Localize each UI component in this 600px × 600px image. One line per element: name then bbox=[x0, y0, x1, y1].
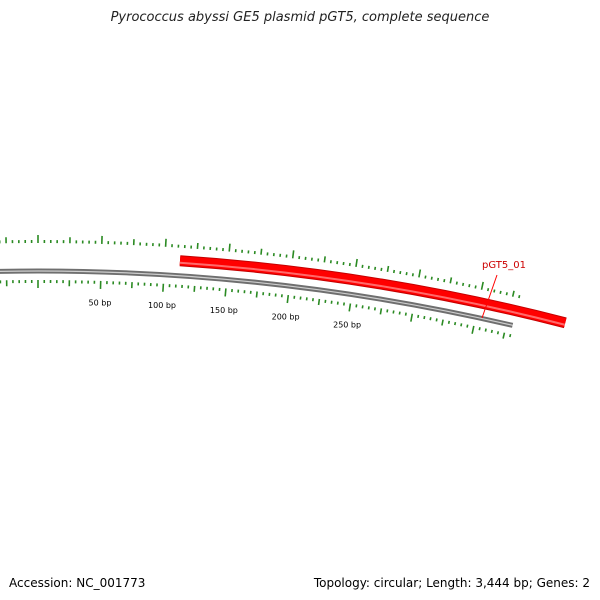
sequence-backbone bbox=[0, 268, 514, 328]
inner-tick-marks bbox=[0, 280, 512, 339]
bp-label: 200 bp bbox=[272, 312, 300, 321]
inner-tick bbox=[255, 291, 258, 298]
inner-tick bbox=[429, 317, 432, 321]
outer-tick bbox=[418, 269, 422, 278]
outer-tick bbox=[392, 269, 396, 274]
outer-tick bbox=[291, 250, 295, 259]
bp-label: 50 bp bbox=[89, 298, 112, 307]
inner-tick bbox=[286, 294, 290, 304]
gene-arc-highlight bbox=[179, 261, 566, 326]
inner-tick bbox=[478, 327, 481, 331]
gene-leader-line bbox=[481, 274, 498, 319]
outer-tick bbox=[499, 290, 502, 295]
outer-tick bbox=[399, 270, 402, 275]
outer-tick bbox=[386, 265, 390, 273]
outer-tick bbox=[355, 258, 358, 268]
inner-tick bbox=[435, 318, 438, 322]
inner-tick bbox=[471, 325, 475, 334]
inner-tick bbox=[404, 312, 407, 316]
outer-tick bbox=[505, 292, 508, 296]
map-title: Pyrococcus abyssi GE5 plasmid pGT5, comp… bbox=[110, 10, 490, 25]
outer-tick bbox=[228, 243, 231, 252]
inner-tick bbox=[398, 311, 401, 315]
gene-features: pGT5_01 bbox=[179, 255, 567, 329]
outer-tick bbox=[480, 281, 484, 290]
outer-tick bbox=[424, 275, 427, 279]
inner-tick bbox=[392, 310, 395, 314]
inner-tick bbox=[417, 314, 420, 319]
outer-tick bbox=[474, 285, 477, 289]
bp-scale-labels: 50 bp 100 bp 150 bp 200 bp 250 bp bbox=[89, 298, 362, 329]
inner-tick bbox=[317, 298, 321, 306]
inner-tick bbox=[441, 319, 444, 326]
inner-tick bbox=[454, 321, 457, 326]
outer-tick bbox=[260, 248, 263, 255]
gene-arc bbox=[179, 256, 567, 328]
outer-tick-marks bbox=[0, 235, 521, 299]
inner-tick bbox=[490, 329, 493, 334]
inner-tick bbox=[502, 332, 506, 339]
bp-label: 100 bp bbox=[148, 301, 176, 310]
bp-label: 150 bp bbox=[210, 306, 238, 315]
inner-tick bbox=[348, 303, 352, 312]
inner-tick bbox=[466, 324, 469, 328]
outer-tick bbox=[493, 289, 496, 293]
outer-tick bbox=[468, 284, 471, 288]
outer-tick bbox=[323, 256, 326, 263]
inner-tick bbox=[410, 313, 414, 322]
topology-summary: Topology: circular; Length: 3,444 bp; Ge… bbox=[313, 576, 590, 590]
inner-tick bbox=[423, 315, 426, 320]
outer-tick bbox=[518, 294, 521, 299]
backbone-inner-line bbox=[0, 270, 513, 326]
inner-tick bbox=[379, 308, 383, 315]
inner-tick bbox=[484, 328, 487, 332]
outer-tick bbox=[511, 290, 515, 297]
accession-label: Accession: NC_001773 bbox=[9, 576, 146, 590]
outer-tick bbox=[405, 272, 408, 276]
inner-tick bbox=[224, 288, 227, 297]
outer-tick bbox=[486, 287, 490, 292]
inner-tick bbox=[386, 309, 389, 313]
inner-tick bbox=[496, 331, 500, 335]
inner-tick bbox=[447, 320, 451, 324]
outer-tick bbox=[449, 277, 453, 284]
outer-tick bbox=[443, 279, 446, 283]
inner-tick bbox=[509, 333, 512, 338]
gene-label: pGT5_01 bbox=[482, 260, 526, 271]
bp-label: 250 bp bbox=[333, 321, 361, 330]
outer-tick bbox=[430, 276, 433, 280]
outer-tick bbox=[436, 277, 440, 282]
inner-tick bbox=[460, 323, 463, 327]
outer-tick bbox=[455, 281, 458, 285]
outer-tick bbox=[461, 282, 465, 287]
outer-tick bbox=[411, 273, 414, 277]
